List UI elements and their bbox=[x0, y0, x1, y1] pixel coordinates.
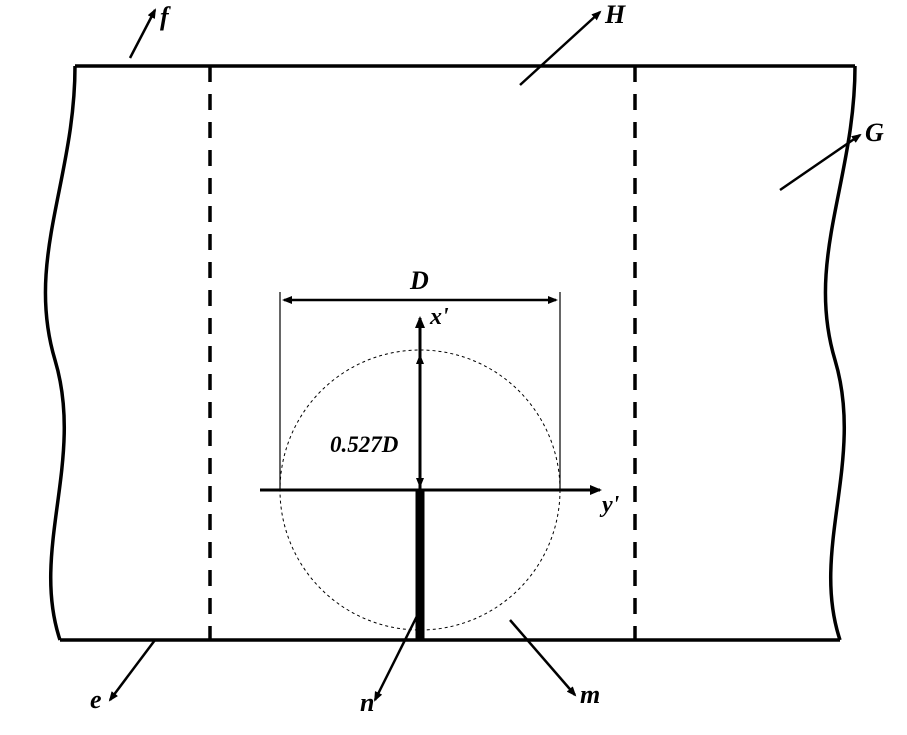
label-e: e bbox=[90, 685, 102, 715]
diagram-svg bbox=[0, 0, 907, 735]
callout-n-arrow bbox=[375, 610, 420, 700]
label-f: f bbox=[160, 2, 169, 32]
label-H: H bbox=[605, 0, 625, 30]
label-x-axis: x' bbox=[430, 304, 449, 331]
callout-e-arrow bbox=[110, 640, 155, 700]
label-y-axis: y' bbox=[602, 492, 619, 519]
region-left-wave bbox=[45, 66, 75, 640]
label-G: G bbox=[865, 118, 884, 148]
callout-m-arrow bbox=[510, 620, 575, 695]
label-n: n bbox=[360, 688, 374, 718]
label-m: m bbox=[580, 680, 600, 710]
callout-f-arrow bbox=[130, 10, 155, 58]
callout-G-arrow bbox=[780, 135, 860, 190]
callout-H-arrow bbox=[520, 12, 600, 85]
label-D: D bbox=[410, 266, 429, 296]
label-0527D: 0.527D bbox=[330, 432, 398, 458]
region-right-wave bbox=[825, 66, 855, 640]
